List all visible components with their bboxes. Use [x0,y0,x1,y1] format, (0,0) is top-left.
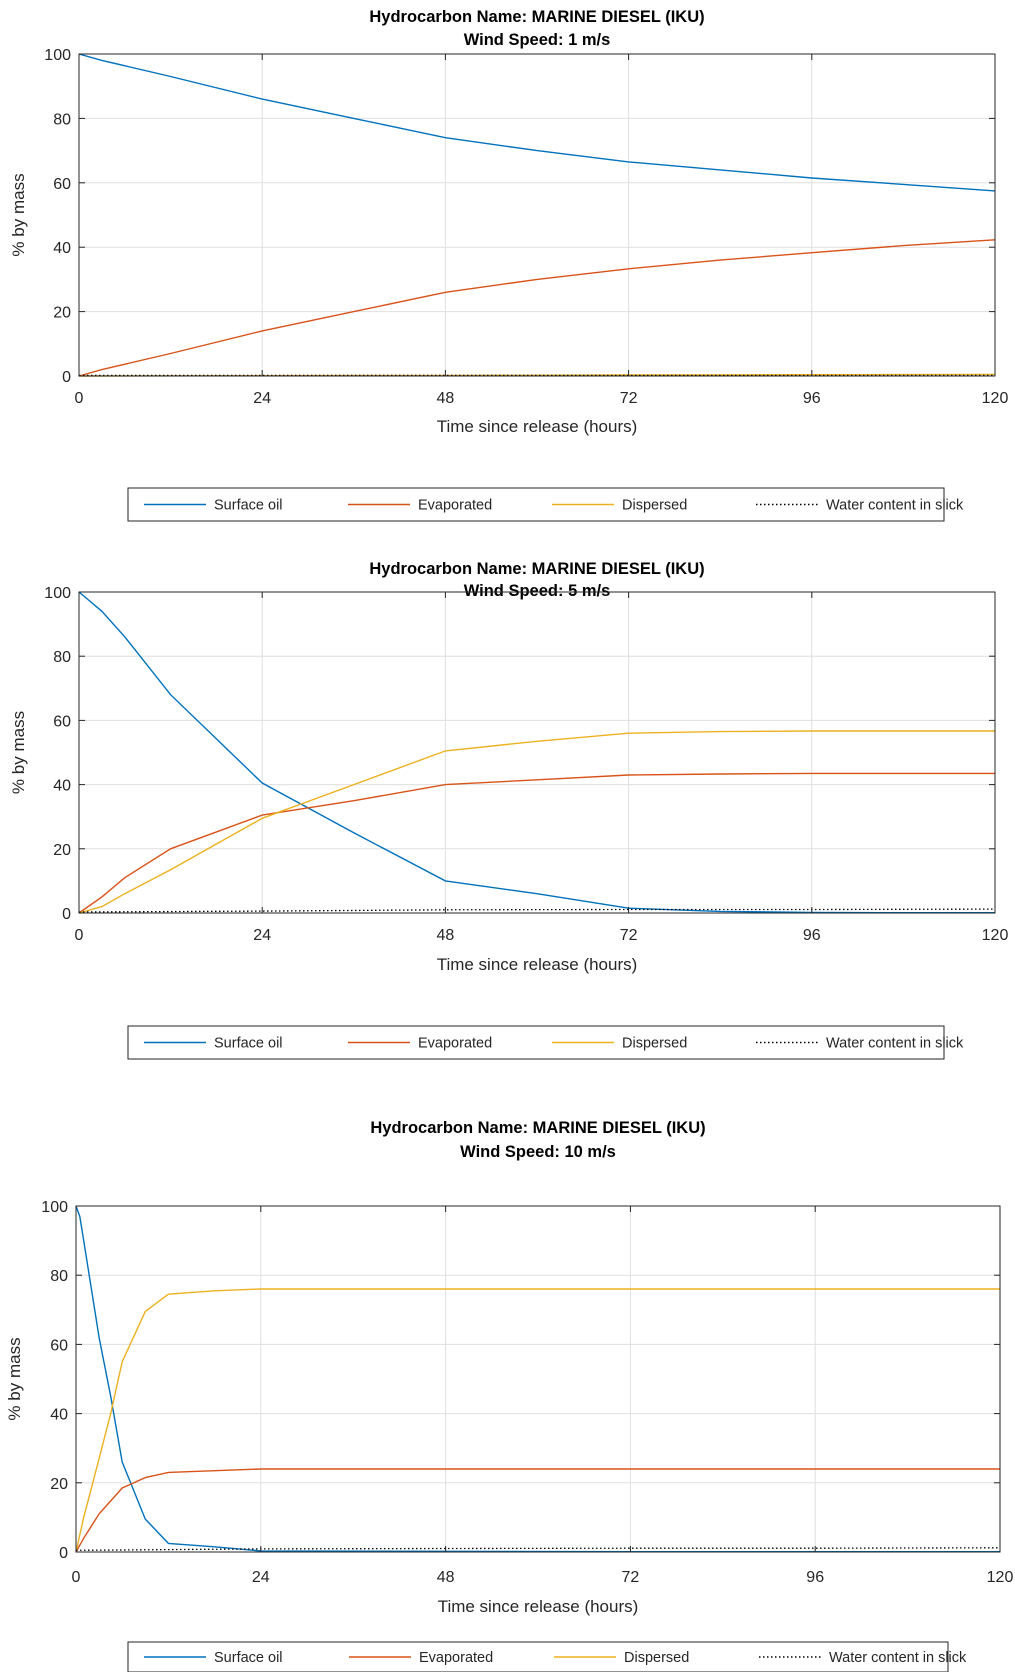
legend-label: Surface oil [214,1650,283,1666]
y-tick-label: 20 [50,1476,68,1493]
x-tick-label: 96 [803,927,821,944]
x-tick-label: 120 [982,390,1009,407]
legend-label: Surface oil [214,498,283,514]
series-line-evaporated [75,1468,1000,1553]
series-line-surface-oil [78,53,996,192]
y-tick-label: 40 [50,1407,68,1424]
x-tick-label: 72 [622,1569,640,1586]
plot-frame [75,1205,1001,1553]
x-axis-label: Time since release (hours) [438,1597,639,1616]
x-axis-label: Time since release (hours) [437,417,638,436]
legend-label: Evaporated [419,1650,493,1666]
y-tick-label: 100 [44,47,71,64]
chart-title-line-1: Hydrocarbon Name: MARINE DIESEL (IKU) [369,8,704,26]
x-tick-label: 96 [806,1569,824,1586]
chart-title-line-1: Hydrocarbon Name: MARINE DIESEL (IKU) [369,560,704,578]
y-tick-label: 20 [53,842,71,859]
plot-frame [78,591,996,914]
y-tick-label: 80 [50,1268,68,1285]
y-tick-label: 60 [53,176,71,193]
y-axis-label: % by mass [5,1337,24,1420]
series-line-evaporated [78,239,996,377]
y-tick-label: 0 [62,369,71,386]
y-tick-label: 100 [44,585,71,602]
series-line-evaporated [78,772,995,914]
series-line-surface-oil [75,1205,1000,1553]
chart-title-line-2: Wind Speed: 10 m/s [460,1143,616,1161]
legend-label: Dispersed [622,1036,687,1052]
chart-title-line-2: Wind Speed: 5 m/s [464,582,611,600]
y-tick-label: 80 [53,111,71,128]
legend-label: Evaporated [418,498,492,514]
x-tick-label: 0 [75,927,84,944]
legend-label: Water content in slick [829,1650,967,1666]
series-line-water-content-in-slick [75,1547,1001,1551]
x-tick-label: 48 [437,390,455,407]
chart-3: Hydrocarbon Name: MARINE DIESEL (IKU) Win… [5,1120,1014,1672]
x-tick-label: 24 [253,390,271,407]
y-tick-label: 80 [53,649,71,666]
x-tick-label: 0 [75,390,84,407]
y-axis-label: % by mass [9,711,28,794]
plot-frame [78,53,996,377]
legend-label: Water content in slick [826,1036,964,1052]
y-tick-label: 60 [53,713,71,730]
chart-title-line-1: Hydrocarbon Name: MARINE DIESEL (IKU) [370,1120,705,1137]
x-tick-label: 96 [803,390,821,407]
x-tick-label: 48 [437,1569,455,1586]
x-axis-label: Time since release (hours) [437,955,638,974]
legend-label: Dispersed [624,1650,689,1666]
x-tick-label: 0 [72,1569,81,1586]
chart-title-line-2: Wind Speed: 1 m/s [464,31,611,49]
series-line-surface-oil [78,591,995,914]
legend-label: Dispersed [622,498,687,514]
x-tick-label: 24 [252,1569,270,1586]
y-tick-label: 0 [62,906,71,923]
x-tick-label: 48 [437,927,455,944]
series-line-dispersed [75,1288,1000,1553]
y-tick-label: 40 [53,778,71,795]
x-tick-label: 72 [620,390,638,407]
x-tick-label: 24 [253,927,271,944]
chart-2: Hydrocarbon Name: MARINE DIESEL (IKU) Win… [9,560,1009,1060]
y-tick-label: 0 [59,1545,68,1562]
y-tick-label: 60 [50,1337,68,1354]
x-tick-label: 120 [987,1569,1014,1586]
y-tick-label: 40 [53,240,71,257]
chart-1: Hydrocarbon Name: MARINE DIESEL (IKU) Win… [9,8,1009,522]
y-tick-label: 20 [53,305,71,322]
y-tick-label: 100 [41,1199,68,1216]
series-line-water-content-in-slick [78,908,996,913]
x-tick-label: 120 [982,927,1009,944]
legend-label: Evaporated [418,1036,492,1052]
legend-label: Surface oil [214,1036,283,1052]
series-line-dispersed [78,730,995,914]
x-tick-label: 72 [620,927,638,944]
legend-label: Water content in slick [826,498,964,514]
y-axis-label: % by mass [9,173,28,256]
